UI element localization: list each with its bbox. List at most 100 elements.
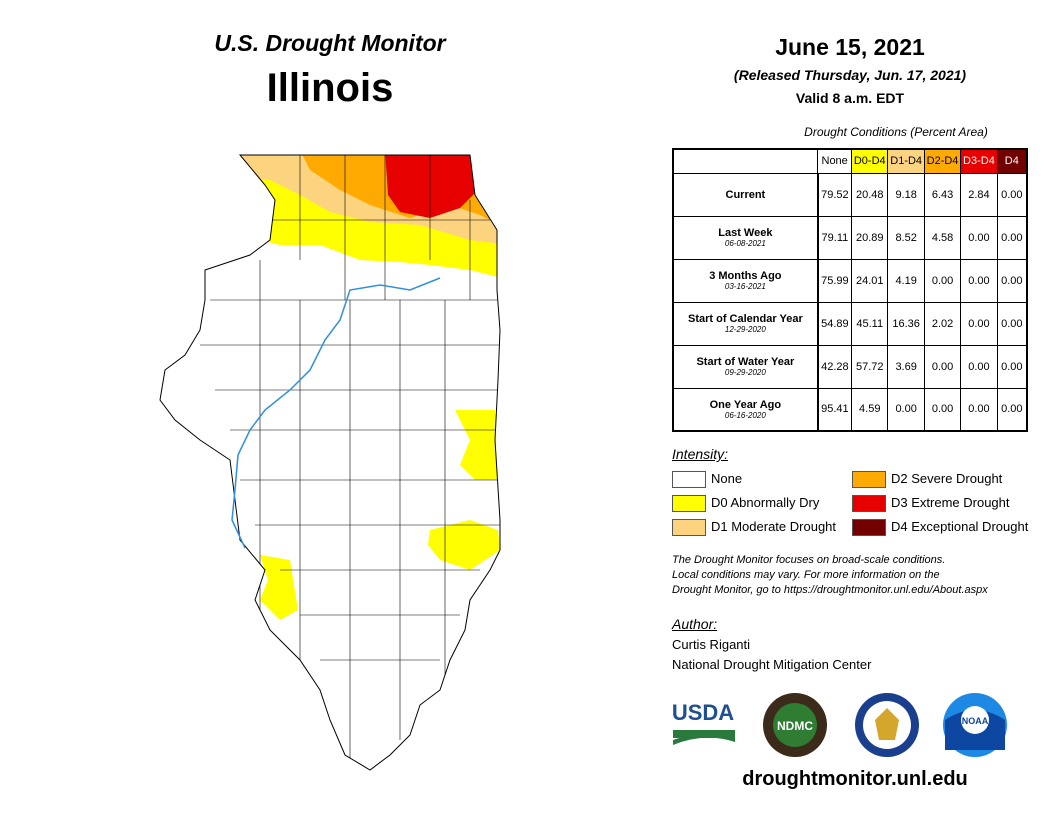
legend-label: D0 Abnormally Dry [711, 495, 820, 510]
legend-swatch [672, 471, 706, 488]
row-label: Start of Calendar Year 12-29-2020 [672, 301, 819, 346]
row-date: 09-29-2020 [724, 368, 766, 377]
cell: 45.11 [851, 301, 889, 346]
row-name: Current [725, 188, 766, 201]
header-row: None D0-D4 D1-D4 D2-D4 D3-D4 D4 [673, 148, 1028, 174]
cell: 0.00 [996, 258, 1028, 303]
cell: 95.41 [817, 387, 853, 432]
logo-text: NOAA [962, 716, 989, 726]
cell: 0.00 [996, 215, 1028, 260]
data-row: 3 Months Ago 03-16-2021 75.99 24.01 4.19 0.00… [672, 258, 1028, 303]
note-line: Drought Monitor, go to https://droughtmo… [672, 584, 988, 596]
cell: 6.43 [923, 172, 962, 217]
cell: 0.00 [923, 387, 962, 432]
url: droughtmonitor.unl.edu [742, 768, 968, 790]
row-label: Current [672, 172, 819, 217]
legend-swatch [672, 495, 706, 512]
row-date: 03-16-2021 [724, 282, 766, 291]
row-label: Last Week 06-08-2021 [672, 215, 819, 260]
note-line: The Drought Monitor focuses on broad-sca… [672, 554, 946, 566]
cell: 0.00 [960, 301, 998, 346]
logos: USDA NDMC NOAA [672, 693, 1007, 757]
cell: 0.00 [960, 215, 998, 260]
cell: 0.00 [960, 344, 998, 389]
author-org: National Drought Mitigation Center [672, 657, 872, 672]
river [231, 277, 441, 549]
valid: Valid 8 a.m. EDT [795, 90, 905, 106]
cell: 20.89 [851, 215, 889, 260]
row-label: One Year Ago 06-16-2020 [672, 387, 819, 432]
doc-eagle [875, 708, 899, 740]
legend-label: D2 Severe Drought [891, 471, 1003, 486]
row-date: 12-29-2020 [724, 325, 766, 334]
cell: 24.01 [851, 258, 889, 303]
legend-label: D3 Extreme Drought [891, 495, 1010, 510]
cell: 57.72 [851, 344, 889, 389]
cell: 2.02 [923, 301, 962, 346]
map [159, 154, 501, 771]
legend-swatch [672, 519, 706, 536]
row-name: Start of Calendar Year [688, 313, 803, 325]
row-name: Start of Water Year [696, 356, 795, 368]
cell: 16.36 [887, 301, 925, 346]
data-row: Start of Calendar Year 12-29-2020 54.89 45.… [672, 301, 1028, 346]
column-header: D4 [996, 148, 1028, 174]
cell: 8.52 [887, 215, 925, 260]
usda-swoosh [673, 733, 735, 745]
cell: 0.00 [996, 344, 1028, 389]
legend-label: D1 Moderate Drought [711, 519, 837, 534]
column-header: None [817, 148, 853, 174]
cell: 2.84 [960, 172, 998, 217]
legend-title: Intensity: [672, 446, 729, 462]
legend-label: None [711, 471, 743, 486]
data-row: One Year Ago 06-16-2020 95.41 4.59 0.00 0.00 0… [672, 387, 1028, 432]
released: (Released Thursday, Jun. 17, 2021) [733, 67, 967, 83]
map-title: U.S. Drought Monitor [214, 30, 446, 56]
corner [673, 149, 818, 173]
legend-label: D4 Exceptional Drought [891, 519, 1029, 534]
conditions-table: None D0-D4 D1-D4 D2-D4 D3-D4 D4 Current 79.52 20… [672, 148, 1028, 432]
state-name: Illinois [266, 66, 394, 110]
legend-swatch [852, 471, 886, 488]
cell: 0.00 [960, 258, 998, 303]
cell: 4.58 [923, 215, 962, 260]
row-name: One Year Ago [709, 398, 782, 411]
cell: 4.19 [887, 258, 925, 303]
row-name: Last Week [718, 227, 773, 239]
drought-areas [160, 155, 500, 770]
row-date: 06-08-2021 [724, 239, 766, 248]
column-header: D2-D4 [923, 148, 962, 174]
legend-swatch [852, 495, 886, 512]
cell: 9.18 [887, 172, 925, 217]
cell: 4.59 [851, 387, 889, 432]
row-name: 3 Months Ago [709, 270, 782, 282]
cell: 0.00 [996, 172, 1028, 217]
cell: 20.48 [851, 172, 889, 217]
logo-text: USDA [672, 700, 734, 725]
cell: 79.11 [817, 215, 853, 260]
column-header: D1-D4 [887, 148, 925, 174]
cell: 79.52 [817, 172, 853, 217]
column-header: D3-D4 [960, 148, 998, 174]
logo-text: NDMC [777, 719, 813, 733]
note-line: Local conditions may vary. For more info… [672, 569, 940, 581]
cell: 0.00 [996, 301, 1028, 346]
data-row: Current 79.52 20.48 9.18 6.43 2.84 0.00 [672, 172, 1028, 217]
cell: 0.00 [887, 387, 925, 432]
author-heading: Author: [672, 616, 718, 632]
author-name: Curtis Riganti [672, 637, 751, 652]
ndmc-inner [773, 703, 817, 747]
legend-swatch [852, 519, 886, 536]
cell: 42.28 [817, 344, 853, 389]
cell: 54.89 [817, 301, 853, 346]
cell: 75.99 [817, 258, 853, 303]
date: June 15, 2021 [775, 34, 925, 60]
cell: 3.69 [887, 344, 925, 389]
table-caption: Drought Conditions (Percent Area) [804, 125, 988, 139]
cell: 0.00 [923, 258, 962, 303]
cell: 0.00 [960, 387, 998, 432]
cell: 0.00 [923, 344, 962, 389]
cell: 0.00 [996, 387, 1028, 432]
data-row: Last Week 06-08-2021 79.11 20.89 8.52 4.58 0.0… [672, 215, 1028, 260]
